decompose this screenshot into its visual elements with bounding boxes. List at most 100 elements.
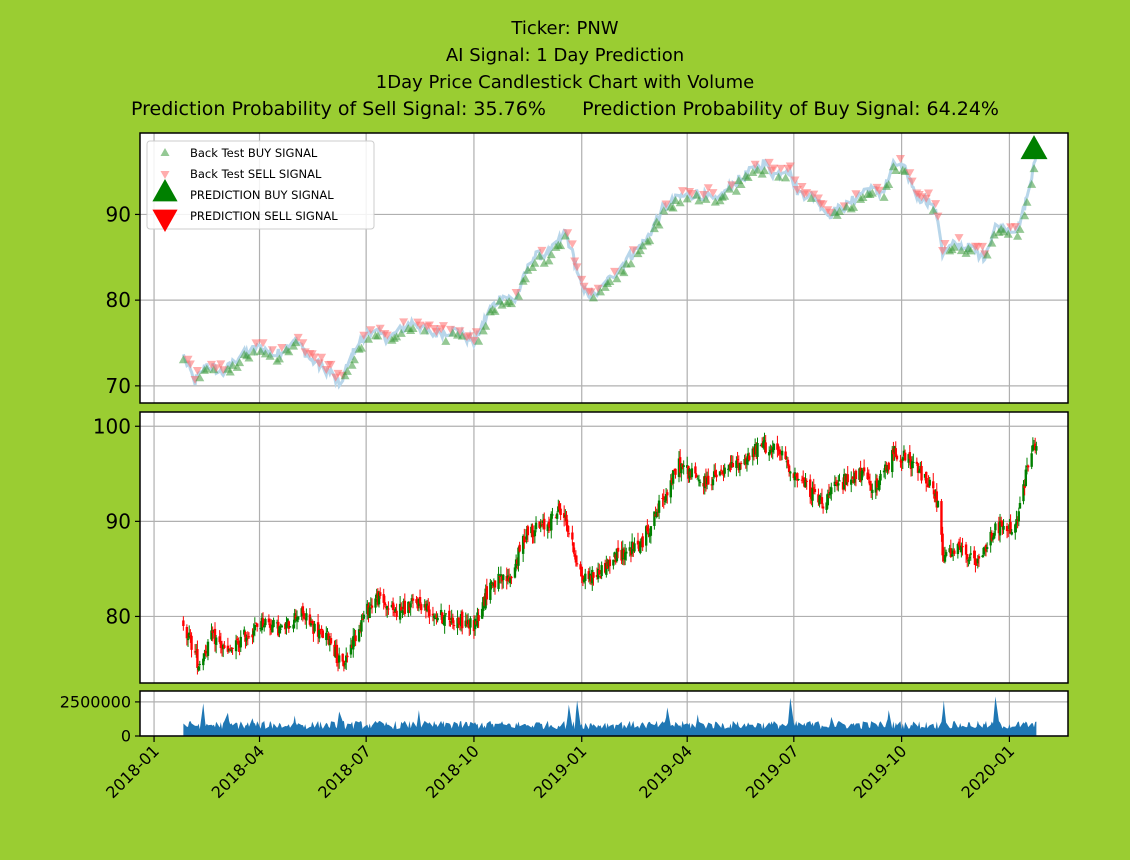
candle xyxy=(800,475,804,484)
candle xyxy=(920,460,923,484)
candle xyxy=(280,624,283,628)
candle xyxy=(401,609,404,619)
candle xyxy=(731,455,735,468)
backtest-sell-marker xyxy=(586,288,596,297)
backtest-buy-marker xyxy=(638,241,648,250)
candle xyxy=(682,460,685,475)
candle-body xyxy=(368,607,371,619)
candle xyxy=(411,593,415,609)
candle-body xyxy=(451,617,455,624)
candle xyxy=(862,459,866,476)
candle-body xyxy=(985,547,989,549)
backtest-sell-marker xyxy=(359,331,369,340)
candle xyxy=(485,578,489,606)
candle-body xyxy=(690,468,694,478)
candle xyxy=(370,598,374,614)
candle-body xyxy=(960,545,963,553)
backtest-buy-marker xyxy=(457,331,467,340)
candle-body xyxy=(592,572,595,578)
candle-body xyxy=(574,555,578,563)
backtest-buy-marker xyxy=(260,349,270,358)
candle-body xyxy=(434,617,437,619)
backtest-buy-marker xyxy=(701,194,711,203)
candle-body xyxy=(204,650,207,654)
candle-body xyxy=(797,479,800,481)
backtest-sell-marker xyxy=(455,327,465,336)
backtest-buy-marker xyxy=(244,353,254,362)
backtest-sell-marker xyxy=(382,331,392,340)
backtest-buy-marker xyxy=(588,293,598,302)
candle-body xyxy=(263,625,266,628)
candle-body xyxy=(854,470,858,480)
candle-body xyxy=(573,553,576,557)
candle-body xyxy=(787,465,791,473)
legend-marker-prediction-buy xyxy=(152,179,178,202)
candle xyxy=(305,608,308,629)
candle xyxy=(944,549,948,558)
candle xyxy=(789,470,792,482)
candle-body xyxy=(878,480,881,490)
backtest-sell-marker xyxy=(183,355,193,364)
candle-body xyxy=(532,535,535,537)
backtest-buy-marker xyxy=(342,366,352,375)
candle xyxy=(374,595,377,614)
candle-body xyxy=(860,470,863,481)
candle-body xyxy=(738,462,742,471)
candle-body xyxy=(600,565,603,577)
candle-body xyxy=(287,621,291,629)
candle-body xyxy=(395,610,398,617)
candle-body xyxy=(968,557,971,559)
candle-body xyxy=(361,618,364,620)
candle-body xyxy=(887,462,890,470)
candle-body xyxy=(271,624,274,633)
candle-body xyxy=(509,577,512,584)
candle-body xyxy=(581,575,585,581)
backtest-sell-marker xyxy=(310,353,320,362)
candle-body xyxy=(261,618,265,628)
y-tick-label-volume: 2500000 xyxy=(60,693,131,712)
candle xyxy=(1014,523,1017,540)
candle xyxy=(698,479,702,487)
backtest-buy-marker xyxy=(420,326,430,335)
backtest-buy-marker xyxy=(1020,211,1030,220)
candle xyxy=(211,626,214,642)
candle-body xyxy=(598,570,601,575)
backtest-sell-marker xyxy=(251,339,261,348)
backtest-buy-marker xyxy=(195,373,205,382)
backtest-sell-marker xyxy=(567,240,577,249)
backtest-buy-marker xyxy=(408,324,418,333)
candle-body xyxy=(813,488,817,493)
candle-body xyxy=(657,500,661,513)
backtest-sell-marker xyxy=(825,208,835,217)
candle-body xyxy=(547,521,551,527)
backtest-buy-marker xyxy=(884,179,894,188)
candle xyxy=(575,555,579,567)
candle xyxy=(739,461,743,470)
candle xyxy=(431,606,435,622)
candle xyxy=(204,644,207,657)
backtest-buy-marker xyxy=(731,186,741,195)
candle-body xyxy=(575,563,579,565)
backtest-buy-marker xyxy=(675,198,685,207)
backtest-sell-marker xyxy=(687,189,697,198)
candle-body xyxy=(639,541,642,553)
candle xyxy=(780,446,784,461)
candle-body xyxy=(555,513,559,519)
candle xyxy=(584,568,587,590)
candle-body xyxy=(950,554,954,557)
candle-body xyxy=(305,613,308,621)
candle-body xyxy=(354,635,357,642)
candle-body xyxy=(362,614,365,619)
candle-body xyxy=(497,573,500,589)
backtest-buy-marker xyxy=(982,250,992,259)
candle xyxy=(190,632,193,658)
candle-body xyxy=(420,604,423,611)
candle-body xyxy=(418,597,422,604)
candle-body xyxy=(768,452,771,456)
backtest-buy-marker xyxy=(743,172,753,181)
candle xyxy=(764,435,767,455)
backtest-buy-marker xyxy=(806,193,816,202)
x-tick-label: 2019-01 xyxy=(530,741,591,802)
backtest-sell-marker xyxy=(415,321,425,330)
candle-body xyxy=(932,481,935,489)
